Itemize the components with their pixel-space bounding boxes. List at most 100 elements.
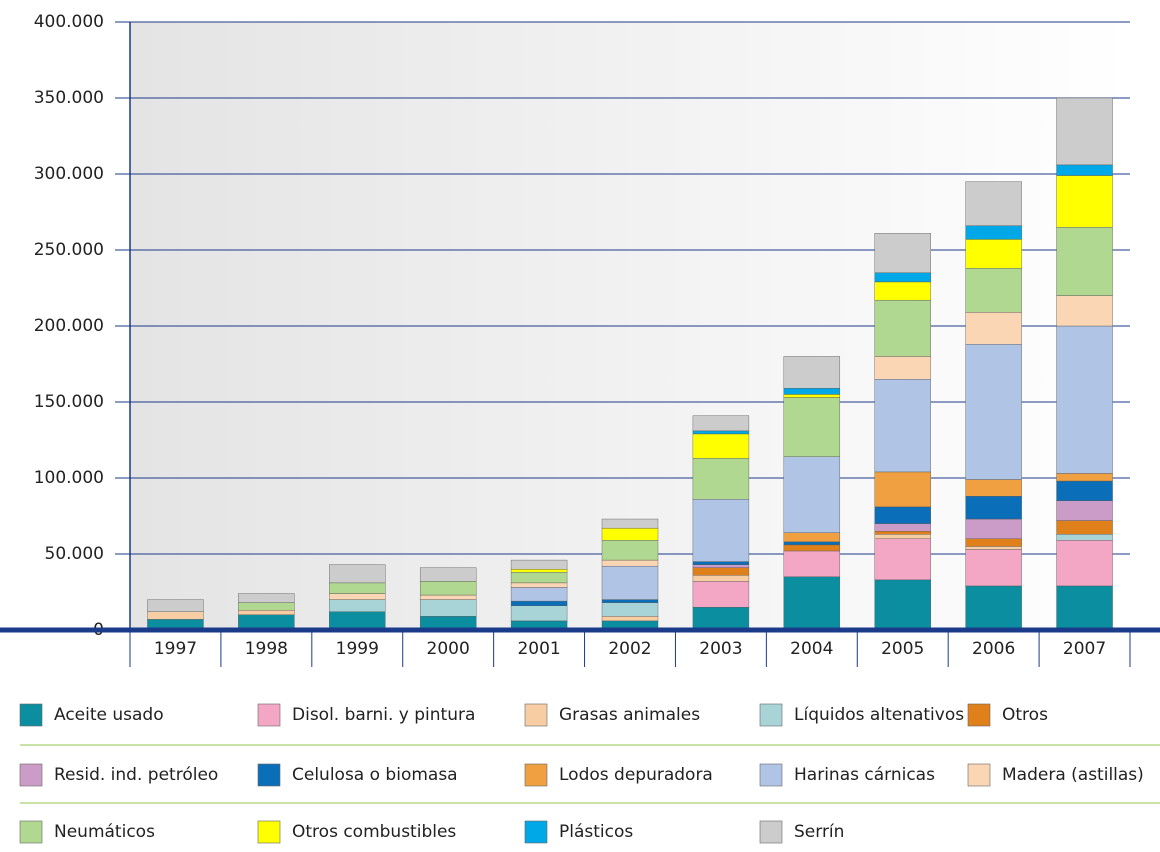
bar-segment bbox=[601, 616, 659, 622]
bar-segment bbox=[965, 181, 1022, 226]
bar-segment bbox=[874, 233, 931, 273]
bar-segment bbox=[510, 587, 568, 602]
bar-segment bbox=[419, 594, 477, 600]
legend-swatch bbox=[759, 763, 783, 787]
bar-segment bbox=[1056, 585, 1113, 631]
x-tick-label: 2002 bbox=[608, 639, 651, 659]
bar-segment bbox=[601, 527, 659, 541]
bar-segment bbox=[965, 546, 1022, 550]
bar-segment bbox=[1056, 540, 1113, 587]
bar-segment bbox=[601, 599, 659, 603]
legend-swatch bbox=[967, 703, 991, 727]
bar-segment bbox=[874, 356, 931, 380]
x-tick-label: 2004 bbox=[790, 639, 833, 659]
bar-segment bbox=[601, 518, 659, 529]
legend-swatch bbox=[19, 703, 43, 727]
bar-segment bbox=[601, 559, 659, 567]
bar-segment bbox=[783, 356, 841, 389]
bar-segment bbox=[329, 582, 386, 594]
legend-label: Disol. barni. y pintura bbox=[292, 705, 475, 725]
bar-segment bbox=[783, 532, 841, 543]
bar-segment bbox=[147, 599, 204, 612]
bar-segment bbox=[692, 433, 750, 459]
bar-segment bbox=[692, 581, 750, 608]
x-tick-label: 1997 bbox=[154, 639, 197, 659]
bar-segment bbox=[510, 572, 568, 584]
legend-label: Serrín bbox=[794, 822, 844, 842]
bar-segment bbox=[783, 576, 841, 631]
legend-swatch bbox=[759, 820, 783, 844]
bar-segment bbox=[1056, 473, 1113, 482]
bar-segment bbox=[238, 610, 295, 615]
bar-segment bbox=[692, 458, 750, 500]
y-tick-label: 150.000 bbox=[34, 392, 104, 412]
bar-segment bbox=[874, 272, 931, 283]
bar-segment bbox=[874, 538, 931, 581]
bar-segment bbox=[1056, 534, 1113, 541]
bar-segment bbox=[692, 499, 750, 562]
bar-segment bbox=[692, 607, 750, 631]
bar-segment bbox=[965, 225, 1022, 240]
bar-segment bbox=[510, 569, 568, 573]
bar-segment bbox=[1056, 295, 1113, 327]
bar-segment bbox=[965, 585, 1022, 631]
bar-segment bbox=[965, 538, 1022, 547]
bar-segment bbox=[1056, 480, 1113, 502]
bar-segment bbox=[874, 534, 931, 539]
bar-segment bbox=[510, 582, 568, 588]
bar-segment bbox=[1056, 325, 1113, 474]
legend-label: Madera (astillas) bbox=[1002, 765, 1144, 785]
legend-label: Harinas cárnicas bbox=[794, 765, 935, 785]
x-tick-label: 2007 bbox=[1063, 639, 1106, 659]
bar-segment bbox=[601, 565, 659, 600]
y-tick-label: 250.000 bbox=[34, 240, 104, 260]
bar-segment bbox=[874, 531, 931, 535]
bar-segment bbox=[692, 567, 750, 576]
x-tick-label: 2000 bbox=[427, 639, 470, 659]
y-tick-label: 300.000 bbox=[34, 164, 104, 184]
bar-segment bbox=[965, 344, 1022, 480]
bar-segment bbox=[510, 605, 568, 622]
legend-swatch bbox=[257, 703, 281, 727]
bar-segment bbox=[238, 602, 295, 611]
bar-segment bbox=[329, 599, 386, 612]
legend-label: Neumáticos bbox=[54, 822, 155, 842]
bar-segment bbox=[874, 579, 931, 631]
bar-segment bbox=[329, 611, 386, 631]
bar-segment bbox=[783, 544, 841, 552]
bar-segment bbox=[692, 415, 750, 432]
y-tick-label: 50.000 bbox=[45, 544, 104, 564]
y-tick-label: 200.000 bbox=[34, 316, 104, 336]
y-tick-label: 100.000 bbox=[34, 468, 104, 488]
bar-segment bbox=[601, 602, 659, 617]
y-tick-label: 400.000 bbox=[34, 12, 104, 32]
legend-label: Grasas animales bbox=[559, 705, 700, 725]
bar-segment bbox=[783, 388, 841, 395]
bar-segment bbox=[419, 567, 477, 582]
legend-label: Celulosa o biomasa bbox=[292, 765, 458, 785]
legend-swatch bbox=[967, 763, 991, 787]
legend-label: Líquidos altenativos bbox=[794, 705, 964, 725]
bar-segment bbox=[329, 593, 386, 600]
x-tick-label: 2005 bbox=[881, 639, 924, 659]
bar-segment bbox=[692, 561, 750, 565]
bar-segment bbox=[510, 600, 568, 606]
bar-segment bbox=[783, 456, 841, 533]
x-tick-label: 2003 bbox=[699, 639, 742, 659]
bar-segment bbox=[965, 549, 1022, 587]
x-tick-label: 2006 bbox=[972, 639, 1015, 659]
bar-segment bbox=[783, 397, 841, 457]
x-tick-label: 1998 bbox=[245, 639, 288, 659]
bar-segment bbox=[1056, 500, 1113, 521]
bar-segment bbox=[874, 471, 931, 508]
legend-swatch bbox=[524, 763, 548, 787]
bar-segment bbox=[692, 430, 750, 435]
legend-swatch bbox=[19, 820, 43, 844]
bar-segment bbox=[874, 299, 931, 357]
bar-segment bbox=[965, 496, 1022, 520]
bar-segment bbox=[965, 268, 1022, 313]
bar-segment bbox=[965, 239, 1022, 269]
legend-swatch bbox=[524, 703, 548, 727]
